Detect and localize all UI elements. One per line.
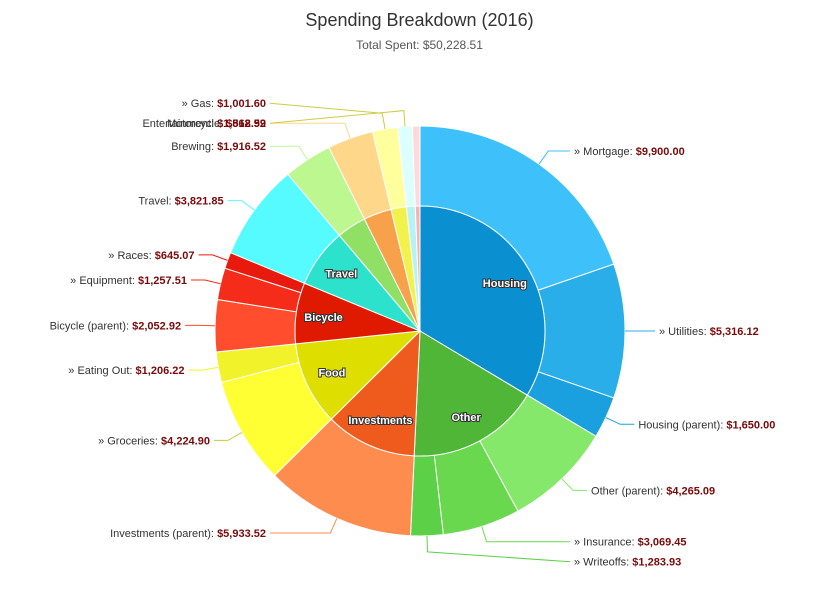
data-label-name: Housing (parent): <box>638 419 726 431</box>
inner-label-housing: Housing <box>483 278 527 290</box>
chart-title: Spending Breakdown (2016) <box>305 10 534 30</box>
data-label-name: » Writeoffs: <box>574 557 632 569</box>
data-label-insurance: » Insurance: $3,069.45 <box>574 537 687 549</box>
connector-other-parent <box>561 478 588 491</box>
data-label-groceries: » Groceries: $4,224.90 <box>98 435 210 447</box>
data-label-name: Other (parent): <box>591 485 666 497</box>
data-label-name: » Races: <box>108 250 154 262</box>
data-label-equipment: » Equipment: $1,257.51 <box>70 275 187 287</box>
data-label-value: $9,900.00 <box>636 146 685 158</box>
data-label-name: Brewing: <box>171 141 217 153</box>
data-label-writeoffs: » Writeoffs: $1,283.93 <box>574 557 681 569</box>
inner-slice-food[interactable] <box>295 330 422 420</box>
data-label-name: Bicycle (parent): <box>50 320 133 332</box>
data-label-name: » Eating Out: <box>68 365 135 377</box>
inner-label-travel: Travel <box>325 268 357 280</box>
data-label-races: » Races: $645.07 <box>108 250 194 262</box>
data-label-value: $1,283.93 <box>632 557 681 569</box>
data-label-name: » Insurance: <box>574 537 638 549</box>
data-label-value: $645.07 <box>155 250 195 262</box>
data-label-motorcycle: Motorcycle: $568.92 <box>167 118 266 130</box>
data-label-entertainment: Entertainment: $1,812.59 <box>142 118 266 130</box>
data-label-name: » Equipment: <box>70 275 138 287</box>
data-label-name: Investments (parent): <box>110 528 217 540</box>
data-label-value: $3,821.85 <box>175 196 224 208</box>
data-label-name: » Utilities: <box>659 326 710 338</box>
inner-slice-unlabeled-10[interactable] <box>414 205 421 332</box>
data-label-name: Travel: <box>138 196 174 208</box>
data-label-value: $568.92 <box>226 118 266 130</box>
connector-investments-parent <box>270 518 338 534</box>
data-label-gas: » Gas: $1,001.60 <box>182 98 266 110</box>
data-label-value: $1,257.51 <box>138 275 187 287</box>
data-label-mortgage: » Mortgage: $9,900.00 <box>574 146 685 158</box>
data-label-value: $1,916.52 <box>217 141 266 153</box>
data-label-value: $4,224.90 <box>161 435 210 447</box>
inner-slice-other[interactable] <box>413 330 528 457</box>
data-label-value: $2,052.92 <box>132 320 181 332</box>
inner-label-other: Other <box>451 412 481 424</box>
inner-slice-investments[interactable] <box>330 329 421 457</box>
inner-label-food: Food <box>318 368 345 380</box>
data-label-travel: Travel: $3,821.85 <box>138 196 223 208</box>
data-label-brewing: Brewing: $1,916.52 <box>171 141 266 153</box>
data-label-value: $1,812.59 <box>217 118 266 130</box>
data-label-value: $5,933.52 <box>217 528 266 540</box>
connector-groceries <box>213 432 243 441</box>
data-label-utilities: » Utilities: $5,316.12 <box>659 326 759 338</box>
inner-label-investments: Investments <box>348 415 412 427</box>
data-label-other-parent: Other (parent): $4,265.09 <box>591 485 715 497</box>
connector-equipment <box>190 279 221 285</box>
data-label-name: » Mortgage: <box>574 146 636 158</box>
connector-insurance <box>481 526 570 543</box>
connector-mortgage <box>538 150 570 165</box>
connector-travel <box>227 200 255 211</box>
data-label-value: $1,206.22 <box>136 365 185 377</box>
connector-eating-out <box>188 366 219 371</box>
connector-brewing <box>270 145 308 160</box>
connector-races <box>198 254 228 261</box>
data-label-name: » Groceries: <box>98 435 161 447</box>
data-label-value: $1,650.00 <box>726 419 775 431</box>
connector-motorcycle <box>269 110 406 127</box>
data-label-name: Motorcycle: <box>167 118 226 130</box>
data-label-investments-parent: Investments (parent): $5,933.52 <box>110 528 266 540</box>
data-label-eating-out: » Eating Out: $1,206.22 <box>68 365 184 377</box>
data-label-bicycle-parent: Bicycle (parent): $2,052.92 <box>50 320 181 332</box>
chart-subtitle: Total Spent: $50,228.51 <box>356 38 483 52</box>
connector-housing-parent <box>605 417 635 425</box>
data-label-value: $4,265.09 <box>666 485 715 497</box>
data-label-value: $1,001.60 <box>217 98 266 110</box>
data-label-name: » Gas: <box>182 98 217 110</box>
data-label-name: Entertainment: <box>142 118 217 130</box>
inner-label-bicycle: Bicycle <box>304 312 343 324</box>
inner-slice-housing[interactable] <box>419 205 546 396</box>
data-label-value: $3,069.45 <box>638 537 687 549</box>
data-label-housing-parent: Housing (parent): $1,650.00 <box>638 419 775 431</box>
data-label-value: $5,316.12 <box>710 326 759 338</box>
connector-gas <box>269 102 386 130</box>
connector-writeoffs <box>426 535 571 563</box>
connector-entertainment <box>270 122 351 139</box>
